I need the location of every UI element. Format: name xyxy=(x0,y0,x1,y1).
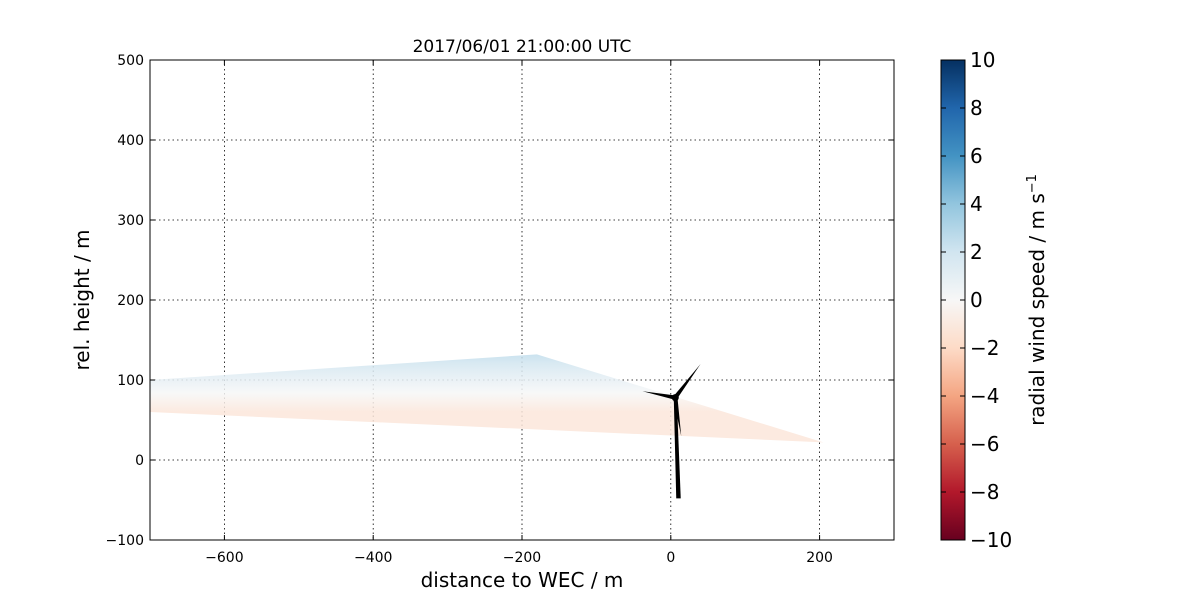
colorbar-ticks: −10 −8 −6 −4 −2 0 2 4 6 8 10 xyxy=(941,48,1012,552)
y-axis-ticks: −100 0 100 200 300 400 500 xyxy=(106,53,894,549)
x-tick-label: −400 xyxy=(354,550,392,566)
colorbar-tick-label: 10 xyxy=(970,48,995,72)
y-tick-label: −100 xyxy=(106,533,144,549)
lidar-scan-area xyxy=(150,354,824,443)
turbine-blade xyxy=(673,364,701,399)
colorbar-tick-label: 6 xyxy=(970,144,983,168)
colorbar-tick-label: 8 xyxy=(970,96,983,120)
colorbar-tick-label: −8 xyxy=(970,480,999,504)
colorbar-tick-label: −6 xyxy=(970,432,999,456)
colorbar-tick-label: −10 xyxy=(970,528,1012,552)
x-tick-label: −600 xyxy=(205,550,243,566)
colorbar-tick-label: 4 xyxy=(970,192,983,216)
turbine-tower xyxy=(673,397,681,499)
y-tick-label: 0 xyxy=(135,453,144,469)
wind-turbine-icon xyxy=(642,364,701,499)
colorbar-label-text: radial wind speed / m s xyxy=(1025,193,1049,426)
turbine-blade xyxy=(642,391,676,400)
y-tick-label: 100 xyxy=(117,373,144,389)
y-tick-label: 400 xyxy=(117,133,144,149)
y-axis-label: rel. height / m xyxy=(70,229,94,370)
scan-layer xyxy=(150,354,824,443)
x-axis-label: distance to WEC / m xyxy=(421,568,624,592)
x-tick-label: 0 xyxy=(666,550,675,566)
y-tick-label: 500 xyxy=(117,53,144,69)
y-tick-label: 200 xyxy=(117,293,144,309)
colorbar-tick-label: −2 xyxy=(970,336,999,360)
x-tick-label: 200 xyxy=(806,550,833,566)
turbine-hub xyxy=(671,394,679,402)
y-tick-label: 300 xyxy=(117,213,144,229)
x-axis-ticks: −600 −400 −200 0 200 xyxy=(205,60,833,566)
x-tick-label: −200 xyxy=(503,550,541,566)
turbine-blade xyxy=(673,397,682,436)
colorbar-tick-label: 0 xyxy=(970,288,983,312)
grid xyxy=(150,60,894,540)
plot-area: −600 −400 −200 0 200 −100 0 100 200 300 400 500 xyxy=(106,53,895,566)
colorbar-label-exponent: −1 xyxy=(1025,174,1040,193)
colorbar-tick-label: 2 xyxy=(970,240,983,264)
chart-title: 2017/06/01 21:00:00 UTC xyxy=(413,37,632,57)
colorbar-tick-label: −4 xyxy=(970,384,999,408)
colorbar: −10 −8 −6 −4 −2 0 2 4 6 8 10 radial wind speed / m… xyxy=(940,48,1049,552)
colorbar-label: radial wind speed / m s−1 xyxy=(1025,174,1049,426)
